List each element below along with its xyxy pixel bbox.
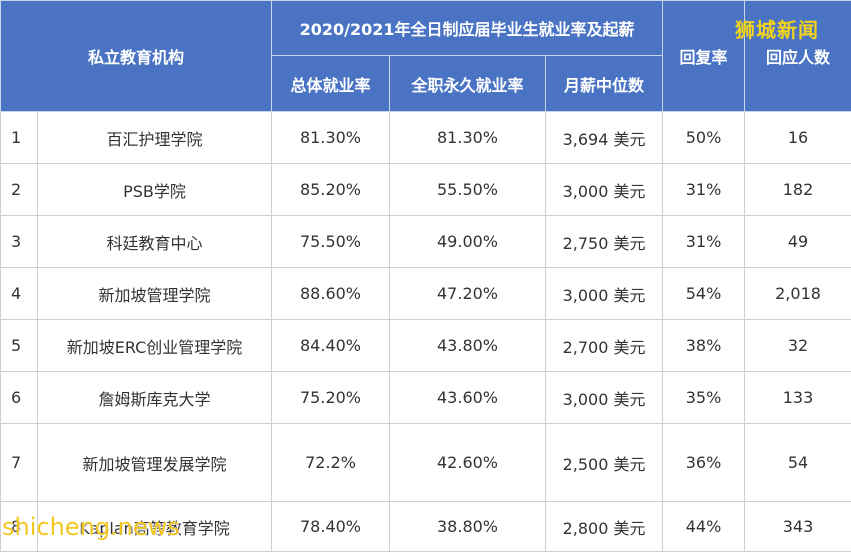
response-rate: 38%	[663, 320, 745, 372]
row-index: 1	[1, 112, 38, 164]
fulltime-employment: 43.80%	[390, 320, 546, 372]
fulltime-employment: 43.60%	[390, 372, 546, 424]
table-row: 7 新加坡管理发展学院 72.2% 42.60% 2,500 美元 36% 54	[1, 424, 851, 502]
table-row: 3 科廷教育中心 75.50% 49.00% 2,750 美元 31% 49	[1, 216, 851, 268]
median-salary: 3,000 美元	[546, 164, 663, 216]
respondent-count: 32	[745, 320, 851, 372]
fulltime-employment: 38.80%	[390, 502, 546, 552]
header-fulltime-permanent: 全职永久就业率	[390, 56, 546, 112]
response-rate: 31%	[663, 216, 745, 268]
table-row: 5 新加坡ERC创业管理学院 84.40% 43.80% 2,700 美元 38…	[1, 320, 851, 372]
table-row: 1 百汇护理学院 81.30% 81.30% 3,694 美元 50% 16	[1, 112, 851, 164]
institution-name: 新加坡ERC创业管理学院	[38, 320, 272, 372]
row-index: 3	[1, 216, 38, 268]
respondent-count: 133	[745, 372, 851, 424]
response-rate: 44%	[663, 502, 745, 552]
header-institution: 私立教育机构	[1, 1, 272, 112]
institution-name: 新加坡管理学院	[38, 268, 272, 320]
median-salary: 2,800 美元	[546, 502, 663, 552]
response-rate: 36%	[663, 424, 745, 502]
institution-name: 詹姆斯库克大学	[38, 372, 272, 424]
respondent-count: 54	[745, 424, 851, 502]
row-index: 5	[1, 320, 38, 372]
overall-employment: 75.50%	[272, 216, 390, 268]
institution-name: 新加坡管理发展学院	[38, 424, 272, 502]
overall-employment: 75.20%	[272, 372, 390, 424]
institution-name: 百汇护理学院	[38, 112, 272, 164]
site-watermark: shicheng.news	[2, 513, 180, 541]
header-response-rate: 回复率	[663, 1, 745, 112]
overall-employment: 84.40%	[272, 320, 390, 372]
header-overall-employment: 总体就业率	[272, 56, 390, 112]
row-index: 2	[1, 164, 38, 216]
institution-name: 科廷教育中心	[38, 216, 272, 268]
respondent-count: 343	[745, 502, 851, 552]
response-rate: 31%	[663, 164, 745, 216]
response-rate: 50%	[663, 112, 745, 164]
respondent-count: 2,018	[745, 268, 851, 320]
fulltime-employment: 47.20%	[390, 268, 546, 320]
median-salary: 2,750 美元	[546, 216, 663, 268]
overall-employment: 85.20%	[272, 164, 390, 216]
overall-employment: 81.30%	[272, 112, 390, 164]
median-salary: 3,000 美元	[546, 372, 663, 424]
fulltime-employment: 81.30%	[390, 112, 546, 164]
respondent-count: 49	[745, 216, 851, 268]
header-group-title: 2020/2021年全日制应届毕业生就业率及起薪	[272, 1, 663, 56]
median-salary: 3,694 美元	[546, 112, 663, 164]
response-rate: 54%	[663, 268, 745, 320]
table-row: 4 新加坡管理学院 88.60% 47.20% 3,000 美元 54% 2,0…	[1, 268, 851, 320]
median-salary: 2,700 美元	[546, 320, 663, 372]
fulltime-employment: 42.60%	[390, 424, 546, 502]
table-row: 6 詹姆斯库克大学 75.20% 43.60% 3,000 美元 35% 133	[1, 372, 851, 424]
median-salary: 2,500 美元	[546, 424, 663, 502]
median-salary: 3,000 美元	[546, 268, 663, 320]
fulltime-employment: 49.00%	[390, 216, 546, 268]
respondent-count: 16	[745, 112, 851, 164]
row-index: 4	[1, 268, 38, 320]
row-index: 7	[1, 424, 38, 502]
row-index: 6	[1, 372, 38, 424]
overall-employment: 88.60%	[272, 268, 390, 320]
overall-employment: 78.40%	[272, 502, 390, 552]
response-rate: 35%	[663, 372, 745, 424]
table-row: 2 PSB学院 85.20% 55.50% 3,000 美元 31% 182	[1, 164, 851, 216]
respondent-count: 182	[745, 164, 851, 216]
brand-logo-text: 狮城新闻	[735, 14, 819, 43]
fulltime-employment: 55.50%	[390, 164, 546, 216]
overall-employment: 72.2%	[272, 424, 390, 502]
institution-name: PSB学院	[38, 164, 272, 216]
header-median-salary: 月薪中位数	[546, 56, 663, 112]
